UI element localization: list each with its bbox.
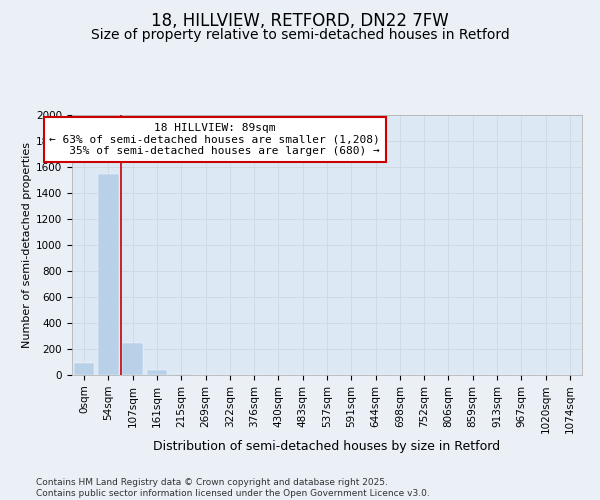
Bar <box>146 370 167 375</box>
Bar <box>98 174 119 375</box>
Y-axis label: Number of semi-detached properties: Number of semi-detached properties <box>22 142 32 348</box>
Bar <box>74 364 94 375</box>
Text: 18 HILLVIEW: 89sqm
← 63% of semi-detached houses are smaller (1,208)
   35% of s: 18 HILLVIEW: 89sqm ← 63% of semi-detache… <box>49 123 380 156</box>
X-axis label: Distribution of semi-detached houses by size in Retford: Distribution of semi-detached houses by … <box>154 440 500 454</box>
Bar <box>122 343 143 375</box>
Text: 18, HILLVIEW, RETFORD, DN22 7FW: 18, HILLVIEW, RETFORD, DN22 7FW <box>151 12 449 30</box>
Bar <box>171 374 191 375</box>
Text: Contains HM Land Registry data © Crown copyright and database right 2025.
Contai: Contains HM Land Registry data © Crown c… <box>36 478 430 498</box>
Text: Size of property relative to semi-detached houses in Retford: Size of property relative to semi-detach… <box>91 28 509 42</box>
